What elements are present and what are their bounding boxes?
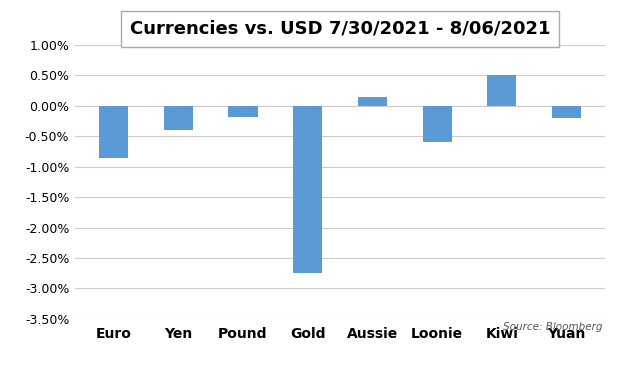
Text: Source: Bloomberg: Source: Bloomberg [503,321,603,332]
Title: Currencies vs. USD 7/30/2021 - 8/06/2021: Currencies vs. USD 7/30/2021 - 8/06/2021 [130,20,550,38]
Bar [99,106,128,158]
Bar [293,106,322,273]
Bar [487,75,517,106]
Bar [552,106,581,118]
Bar [163,106,193,130]
Bar [422,106,452,142]
Bar [358,97,387,106]
Bar [228,106,258,117]
